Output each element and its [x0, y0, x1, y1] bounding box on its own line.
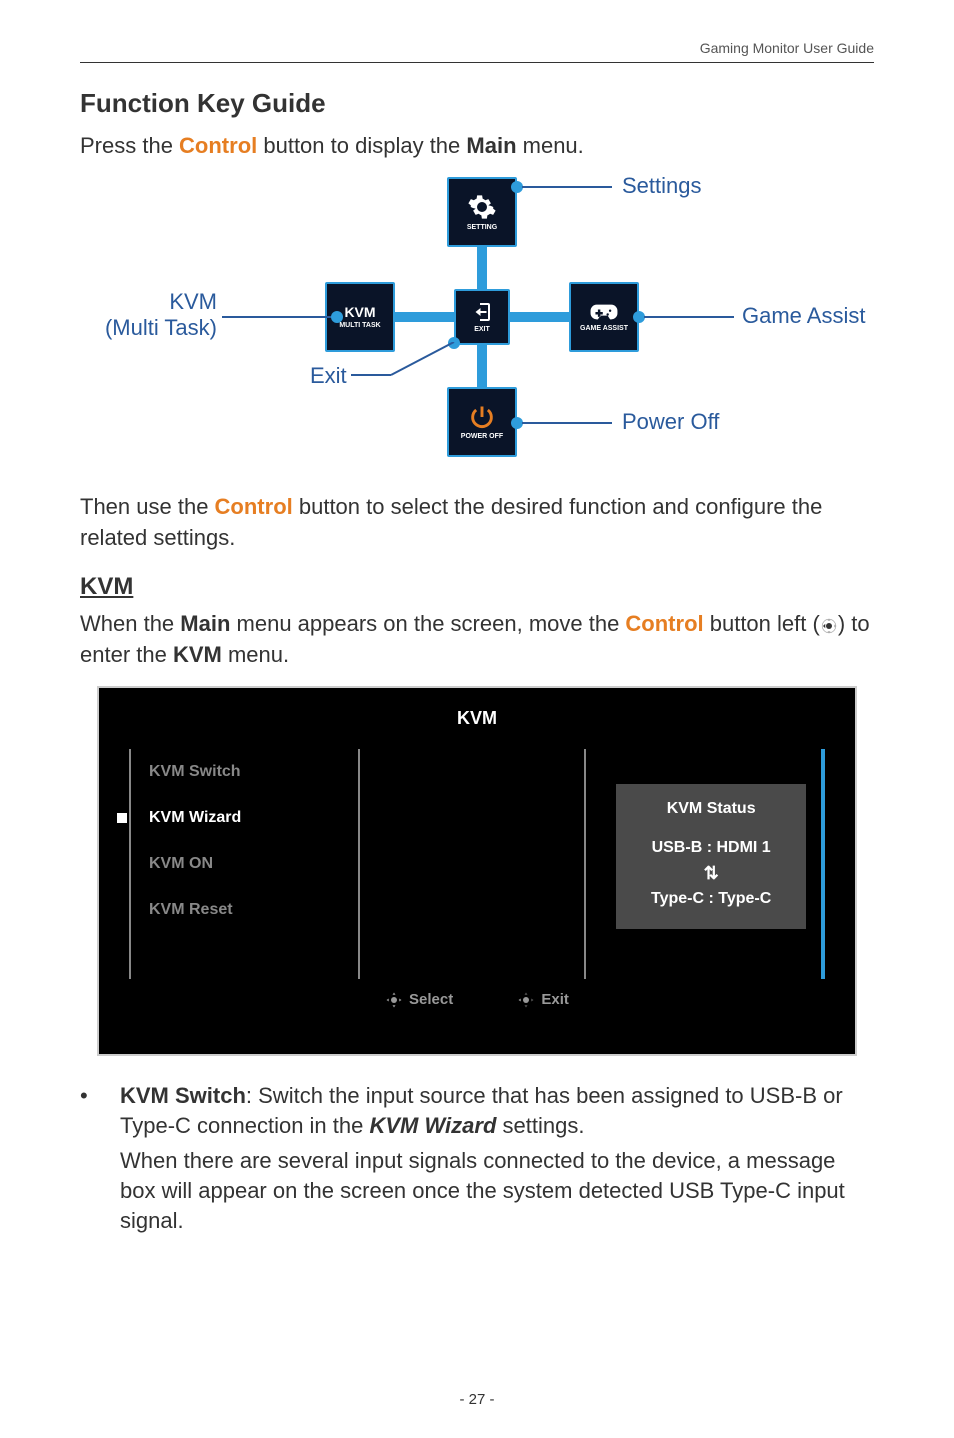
menu-kvm-wizard[interactable]: KVM Wizard — [149, 795, 328, 841]
status-usb-b: USB-B : HDMI 1 — [626, 836, 796, 860]
kvm-status-body: USB-B : HDMI 1 ⇅ Type-C : Type-C — [626, 824, 796, 919]
callout-line — [222, 316, 331, 318]
status-type-c: Type-C : Type-C — [626, 887, 796, 911]
text: When the — [80, 611, 180, 636]
swap-icon: ⇅ — [704, 860, 719, 887]
connector — [395, 312, 454, 322]
kvm-heading: KVM — [80, 573, 874, 601]
footer-exit-label: Exit — [541, 991, 569, 1008]
kvm-wizard-ref: KVM Wizard — [369, 1113, 496, 1138]
bullet-p1: KVM Switch: Switch the input source that… — [120, 1081, 874, 1140]
joystick-left-icon — [820, 617, 838, 635]
text: settings. — [496, 1113, 584, 1138]
power-icon — [468, 403, 496, 431]
page-number: - 27 - — [0, 1391, 954, 1408]
callout-line — [522, 422, 612, 424]
control-word: Control — [215, 494, 293, 519]
menu-kvm-reset[interactable]: KVM Reset — [149, 887, 328, 933]
osd-setting-box: SETTING — [447, 177, 517, 247]
osd-poweroff-label: POWER OFF — [461, 433, 503, 440]
text: button to display the — [257, 133, 466, 158]
menu-kvm-switch[interactable]: KVM Switch — [149, 749, 328, 795]
bullet-p2: When there are several input signals con… — [120, 1146, 874, 1235]
osd-exit-box: EXIT — [454, 289, 510, 345]
intro-paragraph: Press the Control button to display the … — [80, 131, 874, 162]
connector — [510, 312, 569, 322]
text: menu. — [222, 642, 289, 667]
osd-status-column: KVM Status USB-B : HDMI 1 ⇅ Type-C : Typ… — [586, 749, 825, 979]
dot — [331, 311, 343, 323]
kvm-word: KVM — [173, 642, 222, 667]
poweroff-label: Power Off — [622, 409, 719, 435]
exit-arrow-icon — [470, 300, 494, 324]
bullet-heading: KVM Switch — [120, 1083, 246, 1108]
joystick-exit-icon — [517, 991, 535, 1009]
gameassist-label: Game Assist — [742, 303, 865, 329]
kvm-status-header: KVM Status — [626, 794, 796, 824]
text: Press the — [80, 133, 179, 158]
osd-title: KVM — [129, 708, 825, 729]
footer-exit: Exit — [517, 991, 569, 1009]
section-title: Function Key Guide — [80, 88, 874, 119]
gamepad-icon — [589, 301, 619, 323]
osd-exit-label: EXIT — [474, 326, 490, 333]
gear-icon — [467, 192, 497, 222]
main-menu-diagram: SETTING KVM MULTI TASK EXIT GAME ASSIST … — [87, 177, 867, 477]
text: menu. — [517, 133, 584, 158]
osd-multitask-label: MULTI TASK — [339, 322, 380, 329]
kvm-osd-screenshot: KVM KVM Switch KVM Wizard KVM ON KVM Res… — [97, 686, 857, 1056]
menu-kvm-on[interactable]: KVM ON — [149, 841, 328, 887]
callout-line-diag — [351, 342, 456, 382]
exit-label: Exit — [310, 363, 347, 389]
settings-label: Settings — [622, 173, 702, 199]
kvm-badge: KVM — [344, 304, 375, 320]
control-word: Control — [625, 611, 703, 636]
main-word: Main — [466, 133, 516, 158]
osd-gameassist-box: GAME ASSIST — [569, 282, 639, 352]
page-header: Gaming Monitor User Guide — [80, 40, 874, 63]
kvm-status-panel: KVM Status USB-B : HDMI 1 ⇅ Type-C : Typ… — [616, 784, 806, 929]
osd-gameassist-label: GAME ASSIST — [580, 325, 628, 332]
connector — [477, 345, 487, 387]
osd-setting-label: SETTING — [467, 224, 497, 231]
text: Then use the — [80, 494, 215, 519]
kvm-paragraph: When the Main menu appears on the screen… — [80, 609, 874, 671]
bullet-kvm-switch: • KVM Switch: Switch the input source th… — [80, 1081, 874, 1235]
footer-select-label: Select — [409, 991, 453, 1008]
paragraph-2: Then use the Control button to select th… — [80, 492, 874, 554]
main-word: Main — [180, 611, 230, 636]
text: button left ( — [704, 611, 820, 636]
osd-footer: Select Exit — [129, 991, 825, 1013]
osd-poweroff-box: POWER OFF — [447, 387, 517, 457]
joystick-select-icon — [385, 991, 403, 1009]
connector — [477, 247, 487, 289]
kvm-label: KVM (Multi Task) — [102, 289, 217, 341]
control-word: Control — [179, 133, 257, 158]
bullet-marker: • — [80, 1081, 120, 1235]
kvm-label-line2: (Multi Task) — [105, 315, 217, 340]
callout-line — [644, 316, 734, 318]
osd-menu-column: KVM Switch KVM Wizard KVM ON KVM Reset — [129, 749, 328, 979]
osd-mid-column — [358, 749, 586, 979]
kvm-label-line1: KVM — [169, 289, 217, 314]
callout-line — [522, 186, 612, 188]
footer-select: Select — [385, 991, 453, 1009]
text: menu appears on the screen, move the — [230, 611, 625, 636]
